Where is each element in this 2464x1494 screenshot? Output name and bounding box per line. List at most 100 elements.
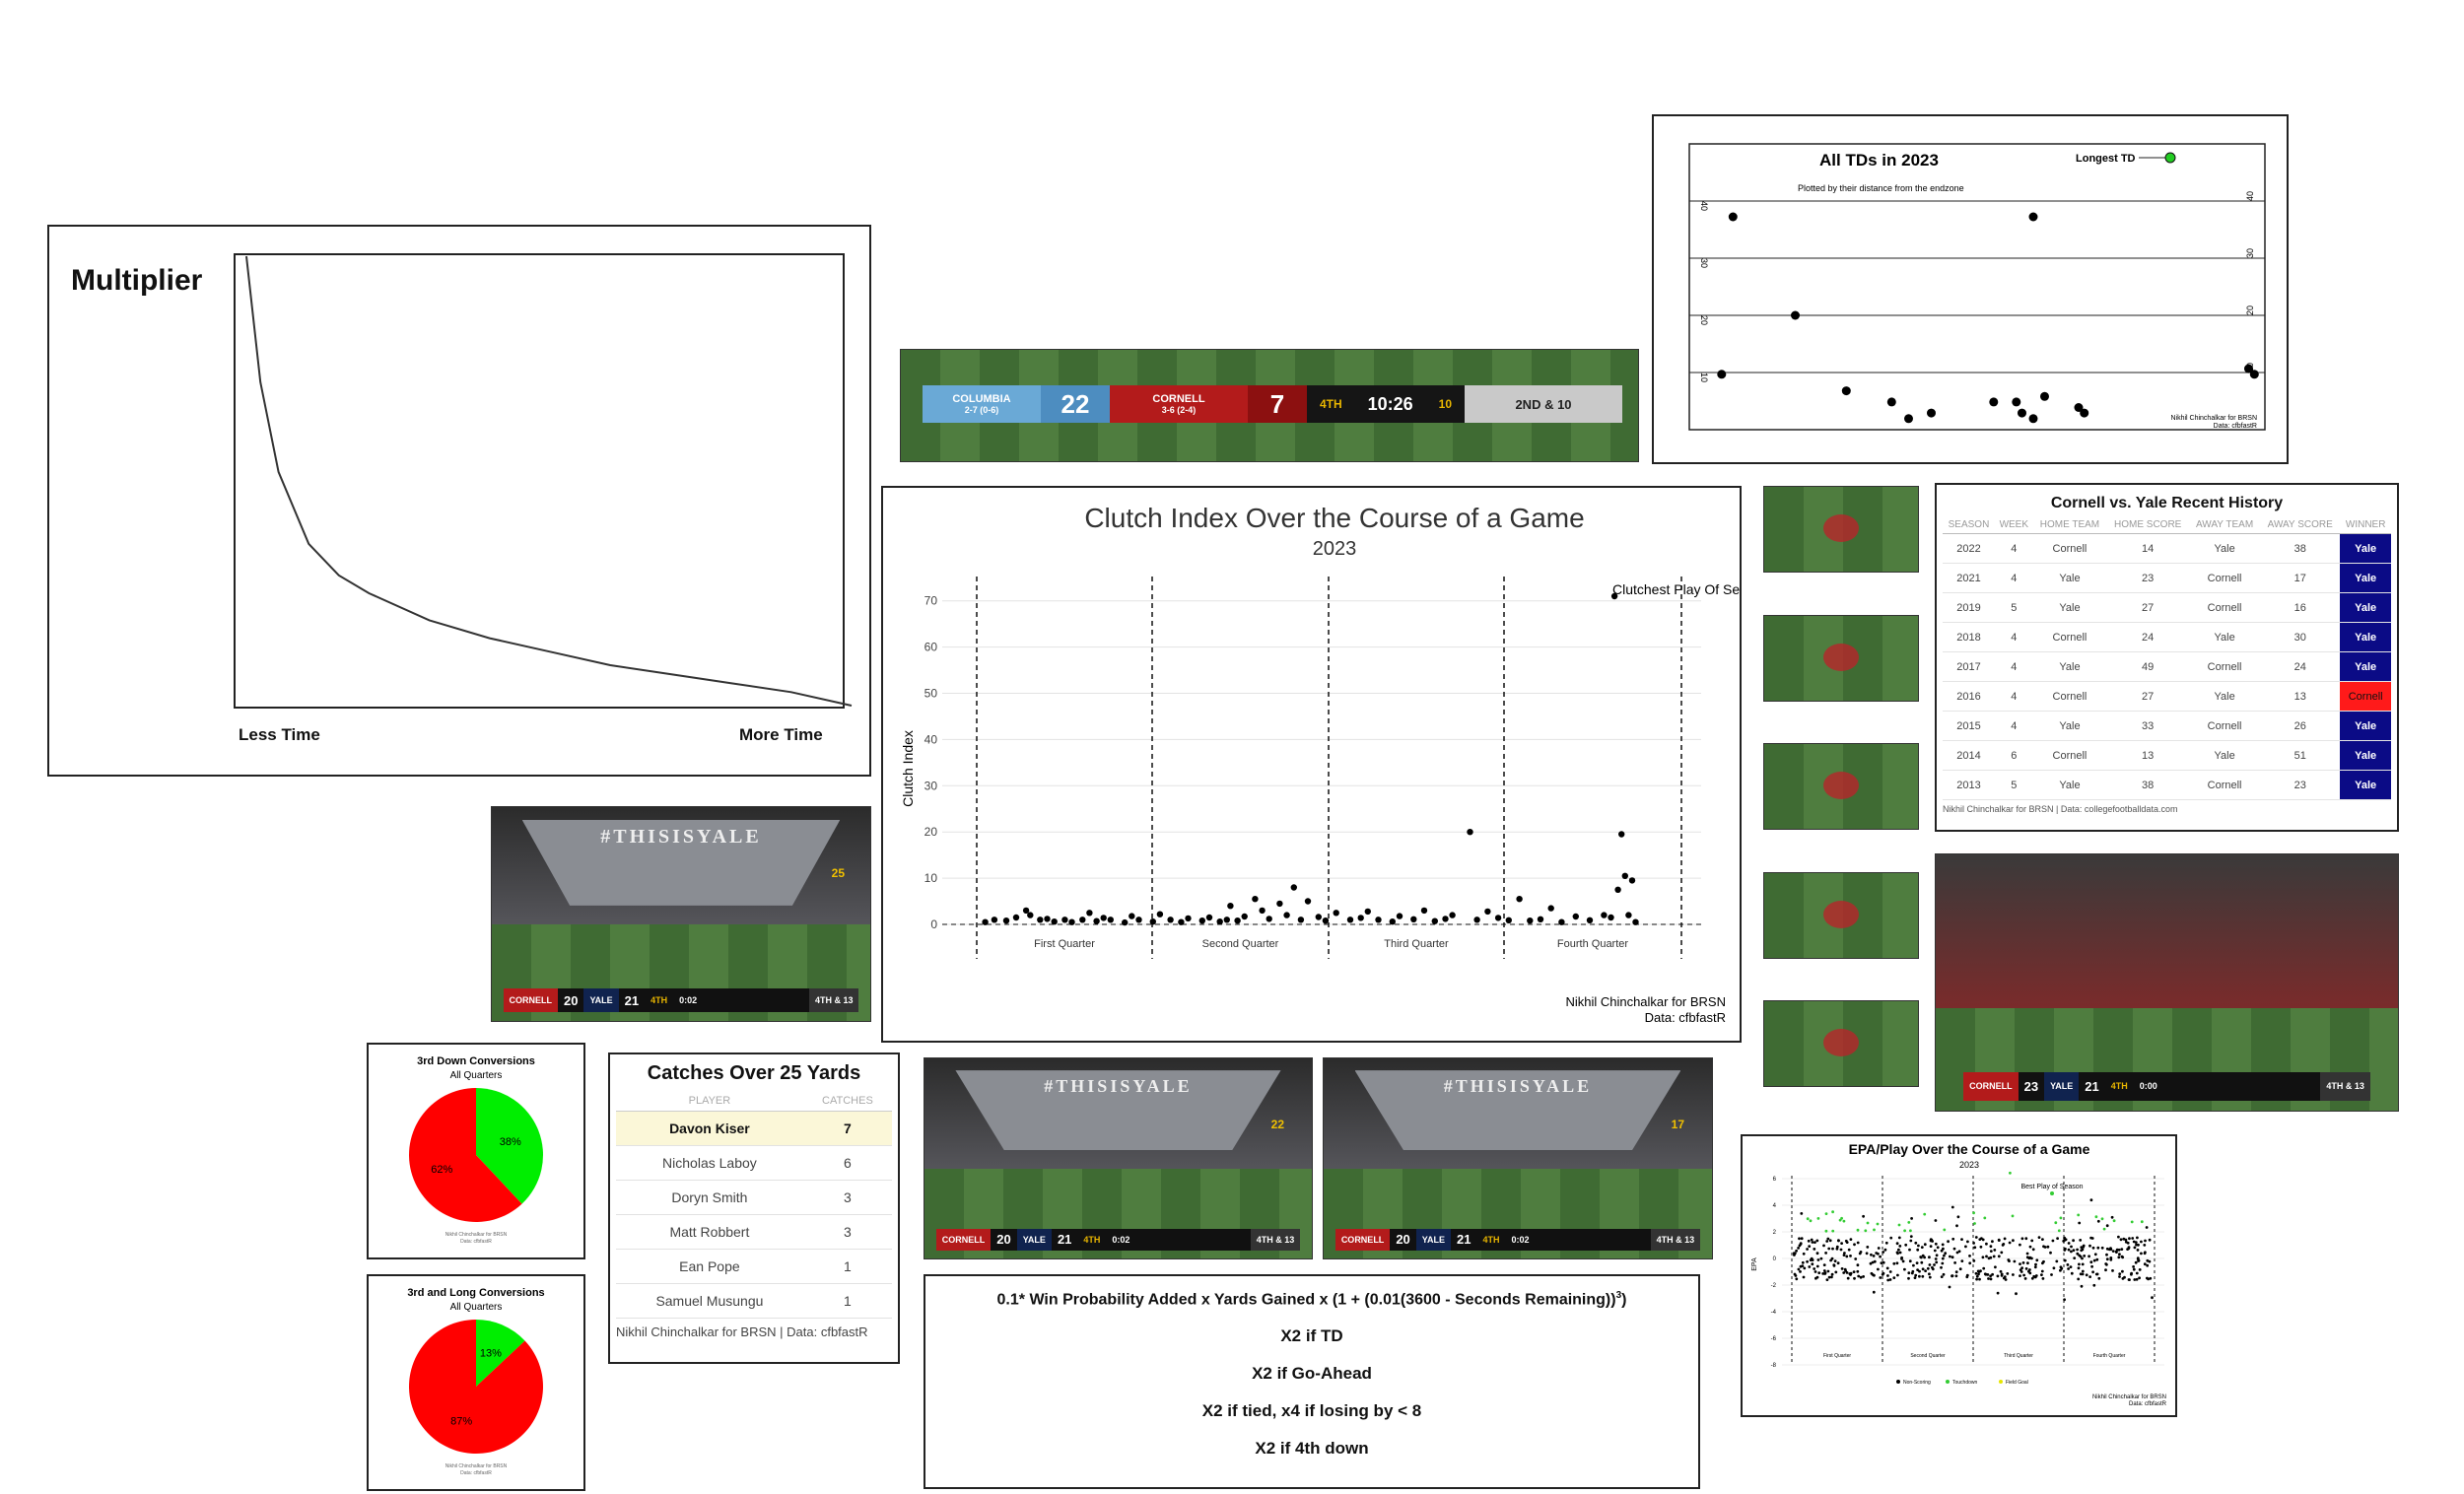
- table-cell: 49: [2106, 651, 2190, 682]
- team1: CORNELL: [1335, 1228, 1391, 1251]
- clutch-point: [1614, 886, 1621, 893]
- epa-point: [1915, 1261, 1919, 1264]
- epa-point: [1936, 1246, 1940, 1250]
- table-cell: Cornell: [2189, 563, 2261, 593]
- epa-point: [1908, 1259, 1912, 1263]
- epa-point: [2105, 1224, 2109, 1228]
- multiplier-x-left-label: Less Time: [239, 725, 320, 744]
- epa-point: [1941, 1243, 1945, 1247]
- score1: 20: [996, 1232, 1011, 1248]
- clutch-point: [1178, 918, 1185, 925]
- epa-point: [2115, 1251, 2118, 1254]
- epa-y-tick-label: 6: [1773, 1177, 1777, 1183]
- epa-point: [1940, 1249, 1944, 1253]
- epa-point: [2088, 1255, 2090, 1258]
- clutch-point: [1156, 911, 1164, 917]
- epa-point: [2076, 1248, 2079, 1252]
- epa-point: [1973, 1246, 1977, 1250]
- clutch-point: [1227, 903, 1234, 910]
- table-row: 2019 5 Yale 27 Cornell 16 Yale: [1943, 592, 2391, 623]
- kick-frame-1: #THISISYALE 22 CORNELL 20 YALE 21 4TH 0:…: [924, 1057, 1313, 1259]
- pie2-subtitle: All Quarters: [450, 1302, 503, 1313]
- table-cell: Yale: [2189, 740, 2261, 771]
- pie-slice: [409, 1088, 522, 1222]
- epa-point: [1826, 1269, 1830, 1273]
- epa-point: [2085, 1273, 2088, 1277]
- table-cell: Cornell: [2032, 681, 2107, 712]
- epa-point: [1933, 1249, 1937, 1253]
- clutch-point: [1527, 917, 1534, 924]
- epa-point: [2062, 1240, 2066, 1243]
- epa-point: [1843, 1252, 1846, 1255]
- epa-point: [1853, 1243, 1856, 1247]
- epa-point: [2063, 1298, 2066, 1302]
- catch-count: 1: [802, 1249, 892, 1284]
- epa-point: [2059, 1216, 2063, 1220]
- epa-point: [2031, 1248, 2035, 1252]
- epa-point: [2024, 1237, 2028, 1241]
- epa-point: [1933, 1263, 1936, 1266]
- epa-point: [2020, 1237, 2024, 1241]
- clutch-point: [1252, 896, 1259, 903]
- epa-point: [1888, 1278, 1892, 1281]
- epa-point: [1993, 1249, 1997, 1252]
- epa-point: [2090, 1237, 2094, 1240]
- score2: 21: [1057, 1232, 1072, 1248]
- epa-point: [2046, 1245, 2050, 1249]
- frame-scorebug: CORNELL 20 YALE 21 4TH 0:02 4TH & 13: [503, 988, 859, 1013]
- epa-point: [2034, 1262, 2037, 1266]
- kick-frame-2: #THISISYALE 17 CORNELL 20 YALE 21 4TH 0:…: [1323, 1057, 1713, 1259]
- epa-point: [2118, 1275, 2121, 1278]
- table-cell: 2021: [1943, 563, 1995, 593]
- epa-point: [1809, 1219, 1813, 1223]
- winner-cell: Yale: [2340, 651, 2391, 682]
- epa-point: [1803, 1266, 1807, 1270]
- table-cell: Cornell: [2032, 622, 2107, 652]
- epa-point: [2019, 1274, 2021, 1277]
- yard-line-label-left: 40: [1699, 201, 1709, 211]
- team1: CORNELL: [935, 1228, 992, 1251]
- epa-point: [2091, 1246, 2095, 1250]
- epa-point: [2052, 1266, 2056, 1270]
- epa-point: [2095, 1257, 2099, 1261]
- epa-point: [1900, 1256, 1903, 1259]
- epa-point: [1833, 1259, 1837, 1262]
- epa-point: [2123, 1275, 2126, 1279]
- clutch-quarter-label: Third Quarter: [1384, 938, 1449, 950]
- score2: 21: [2085, 1078, 2099, 1094]
- epa-point: [1966, 1240, 1969, 1244]
- epa-point: [2145, 1226, 2149, 1229]
- clutch-point: [1234, 917, 1241, 924]
- clutch-y-tick-label: 60: [924, 641, 938, 654]
- epa-point: [2070, 1271, 2074, 1275]
- table-cell: 2013: [1943, 770, 1995, 800]
- epa-point: [1956, 1215, 1960, 1219]
- td-point: [1841, 386, 1851, 396]
- banner-text: #THISISYALE: [1443, 1076, 1593, 1097]
- epa-point: [2012, 1239, 2015, 1243]
- epa-point: [1862, 1214, 1865, 1218]
- td-point: [2028, 414, 2038, 424]
- player-name: Samuel Musungu: [616, 1283, 803, 1319]
- clutch-y-label: Clutch Index: [900, 730, 916, 807]
- epa-point: [2079, 1255, 2083, 1258]
- epa-point: [1968, 1255, 1971, 1257]
- yard-line-label-left: 20: [1699, 315, 1709, 325]
- epa-panel: EPA/Play Over the Course of a Game 2023 …: [1741, 1134, 2177, 1417]
- clutch-point: [1333, 910, 1339, 917]
- epa-point: [1989, 1245, 1993, 1249]
- epa-point: [2128, 1237, 2131, 1241]
- epa-point: [2128, 1278, 2131, 1281]
- history-column-header: HOME SCORE: [2106, 516, 2190, 534]
- epa-point: [2081, 1272, 2085, 1276]
- epa-point: [1822, 1244, 1825, 1248]
- clutch-y-tick-label: 40: [924, 732, 938, 746]
- epa-point: [1889, 1236, 1893, 1240]
- table-cell: 16: [2260, 592, 2341, 623]
- formula-line-3: X2 if Go-Ahead: [1252, 1364, 1372, 1384]
- epa-point: [1987, 1256, 1991, 1260]
- epa-point: [1816, 1258, 1820, 1261]
- catch-count: 3: [802, 1180, 892, 1215]
- epa-point: [1831, 1210, 1834, 1214]
- table-row: 2016 4 Cornell 27 Yale 13 Cornell: [1943, 681, 2391, 712]
